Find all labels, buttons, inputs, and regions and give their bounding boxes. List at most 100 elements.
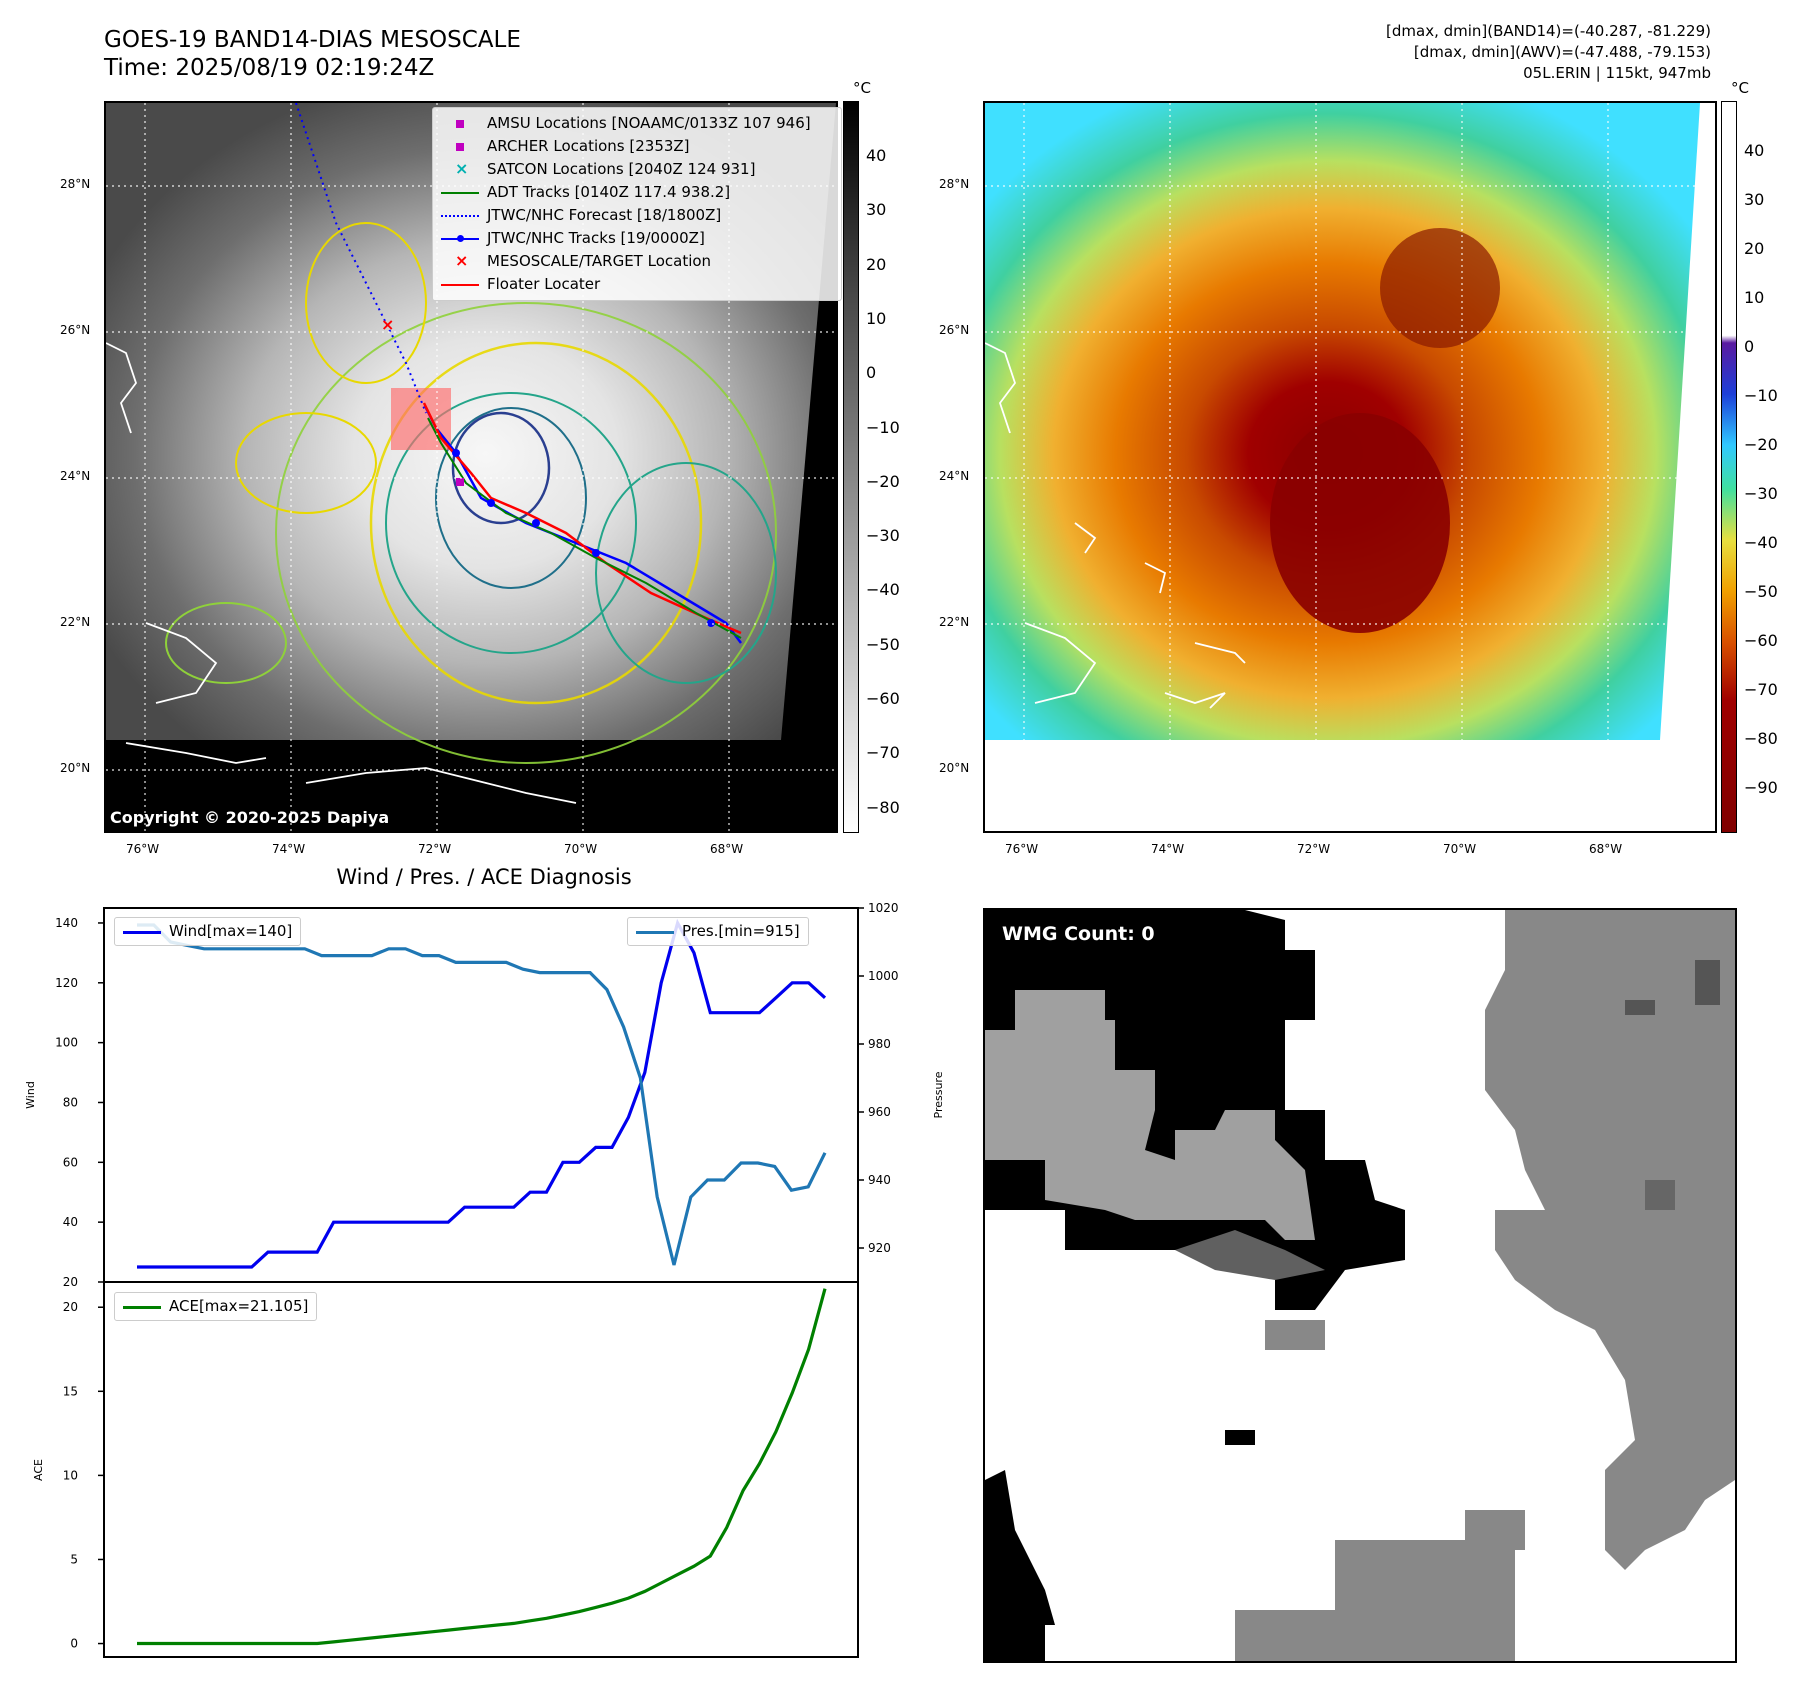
wind-pres-frame bbox=[103, 907, 859, 1283]
wind-tick-label: 120 bbox=[55, 976, 78, 990]
ir-legend-label: MESOSCALE/TARGET Location bbox=[487, 252, 712, 270]
awv-colorbar-tick: −50 bbox=[1744, 582, 1778, 601]
wind-legend-swatch bbox=[123, 922, 161, 942]
lon-label-74: 74°W bbox=[272, 842, 306, 856]
lat-label-20: 20°N bbox=[60, 761, 91, 775]
ir-colorbar-tick: −70 bbox=[866, 743, 900, 763]
ace-frame bbox=[103, 1281, 859, 1658]
pres-legend-label: Pres.[min=915] bbox=[682, 922, 800, 940]
awv-colorbar-tick: −10 bbox=[1744, 386, 1778, 405]
pressure-tick-label: 940 bbox=[868, 1173, 891, 1187]
awv-lat-label-24: 24°N bbox=[939, 469, 970, 483]
wind-tick-label: 20 bbox=[63, 1275, 78, 1289]
pres-legend-swatch bbox=[636, 922, 674, 942]
ir-legend-symbol bbox=[441, 114, 479, 134]
ir-legend-label: ARCHER Locations [2353Z] bbox=[487, 137, 690, 155]
awv-lon-label-76: 76°W bbox=[1005, 842, 1039, 856]
pressure-tick-label: 920 bbox=[868, 1241, 891, 1255]
wind-tick-label: 60 bbox=[63, 1155, 78, 1169]
storm-info: 05L.ERIN | 115kt, 947mb bbox=[1523, 64, 1711, 82]
awv-lat-label-28: 28°N bbox=[939, 177, 970, 191]
awv-lon-label-74: 74°W bbox=[1151, 842, 1185, 856]
lon-label-72: 72°W bbox=[418, 842, 452, 856]
ir-colorbar-tick: 40 bbox=[866, 146, 887, 165]
ace-tick-label: 20 bbox=[63, 1300, 78, 1314]
ir-colorbar-unit: °C bbox=[853, 79, 871, 97]
awv-colorbar-tick: 40 bbox=[1744, 141, 1765, 160]
wind-axis-label: Wind bbox=[24, 1081, 37, 1109]
ir-legend-entry: AMSU Locations [NOAAMC/0133Z 107 946] bbox=[441, 112, 833, 135]
awv-lat-label-26: 26°N bbox=[939, 323, 970, 337]
awv-colorbar-tick: 30 bbox=[1744, 190, 1765, 209]
ir-legend-symbol bbox=[441, 206, 479, 226]
ir-legend: AMSU Locations [NOAAMC/0133Z 107 946] ARC… bbox=[432, 107, 842, 301]
ir-legend-entry: Floater Locater bbox=[441, 273, 833, 296]
lat-label-26: 26°N bbox=[60, 323, 91, 337]
chart-title: GOES-19 BAND14-DIAS MESOSCALE bbox=[104, 27, 521, 53]
awv-colorbar-tick: −70 bbox=[1744, 680, 1778, 699]
wind-legend-label: Wind[max=140] bbox=[169, 922, 293, 940]
ace-legend-label: ACE[max=21.105] bbox=[169, 1297, 309, 1315]
ace-series-line bbox=[137, 1288, 827, 1646]
ir-legend-entry: JTWC/NHC Forecast [18/1800Z] bbox=[441, 204, 833, 227]
pressure-series-line bbox=[137, 923, 827, 1266]
wind-tick-label: 40 bbox=[63, 1215, 78, 1229]
ir-legend-label: JTWC/NHC Tracks [19/0000Z] bbox=[487, 229, 705, 247]
ir-legend-entry: ARCHER Locations [2353Z] bbox=[441, 135, 833, 158]
ir-colorbar-tick: −80 bbox=[866, 797, 900, 817]
ir-colorbar-tick: 0 bbox=[866, 363, 877, 383]
awv-colorbar-tick: −80 bbox=[1744, 729, 1778, 748]
awv-colorbar-tick: −20 bbox=[1744, 435, 1778, 454]
ir-legend-symbol bbox=[441, 137, 479, 157]
awv-lon-label-72: 72°W bbox=[1297, 842, 1331, 856]
awv-colorbar-tick: −60 bbox=[1744, 631, 1778, 650]
pres-ticks: 1020 1000 980 960 940 920 bbox=[858, 901, 899, 1255]
ir-colorbar-tick: 30 bbox=[866, 200, 887, 220]
ir-legend-label: JTWC/NHC Forecast [18/1800Z] bbox=[487, 206, 722, 224]
ace-tick-label: 0 bbox=[70, 1637, 78, 1651]
wind-ticks: 140 120 100 80 60 40 20 bbox=[55, 916, 104, 1289]
ir-legend-label: AMSU Locations [NOAAMC/0133Z 107 946] bbox=[487, 114, 811, 132]
ir-legend-entry: × MESOSCALE/TARGET Location bbox=[441, 250, 833, 273]
wind-tick-label: 140 bbox=[55, 916, 78, 930]
ir-colorbar-tick: −60 bbox=[866, 689, 900, 708]
lat-label-22: 22°N bbox=[60, 615, 91, 629]
ir-legend-label: ADT Tracks [0140Z 117.4 938.2] bbox=[487, 183, 731, 201]
awv-map-panel bbox=[983, 101, 1717, 833]
ir-colorbar-tick: −10 bbox=[866, 417, 900, 437]
awv-map-image bbox=[985, 103, 1715, 740]
ir-colorbar-tick: 10 bbox=[866, 308, 887, 328]
svg-text:×: × bbox=[381, 315, 394, 334]
lat-label-28: 28°N bbox=[60, 177, 91, 191]
ace-tick-label: 15 bbox=[63, 1384, 78, 1398]
lon-label-70: 70°W bbox=[564, 842, 598, 856]
ir-colorbar-tick: −20 bbox=[866, 471, 900, 491]
ir-colorbar-tick: −30 bbox=[866, 526, 900, 546]
wind-tick-label: 100 bbox=[55, 1036, 78, 1050]
ir-colorbar bbox=[843, 101, 859, 833]
ace-tick-label: 5 bbox=[70, 1552, 78, 1566]
pressure-axis-label: Pressure bbox=[932, 1071, 945, 1118]
pressure-tick-label: 1000 bbox=[868, 969, 899, 983]
wind-tick-label: 80 bbox=[63, 1095, 78, 1109]
ir-legend-entry: ADT Tracks [0140Z 117.4 938.2] bbox=[441, 181, 833, 204]
pressure-tick-label: 980 bbox=[868, 1037, 891, 1051]
ir-colorbar-tick: 20 bbox=[866, 254, 887, 274]
chart-timestamp: Time: 2025/08/19 02:19:24Z bbox=[104, 55, 435, 81]
lon-label-76: 76°W bbox=[126, 842, 160, 856]
wind-series-line bbox=[137, 918, 827, 1269]
awv-colorbar-tick: 10 bbox=[1744, 288, 1765, 307]
pressure-tick-label: 960 bbox=[868, 1105, 891, 1119]
ace-ticks: 20 15 10 5 0 bbox=[63, 1300, 104, 1651]
awv-lat-label-20: 20°N bbox=[939, 761, 970, 775]
wmg-image bbox=[985, 910, 1735, 1661]
wmg-count-label: WMG Count: 0 bbox=[995, 920, 1162, 948]
awv-colorbar-tick: −40 bbox=[1744, 533, 1778, 552]
awv-lon-label-70: 70°W bbox=[1443, 842, 1477, 856]
ace-tick-label: 10 bbox=[63, 1468, 78, 1482]
awv-colorbar-unit: °C bbox=[1731, 79, 1749, 97]
dmax-band14: [dmax, dmin](BAND14)=(-40.287, -81.229) bbox=[1386, 22, 1711, 40]
awv-colorbar-tick: 20 bbox=[1744, 239, 1765, 258]
awv-colorbar-tick: 0 bbox=[1744, 337, 1755, 356]
